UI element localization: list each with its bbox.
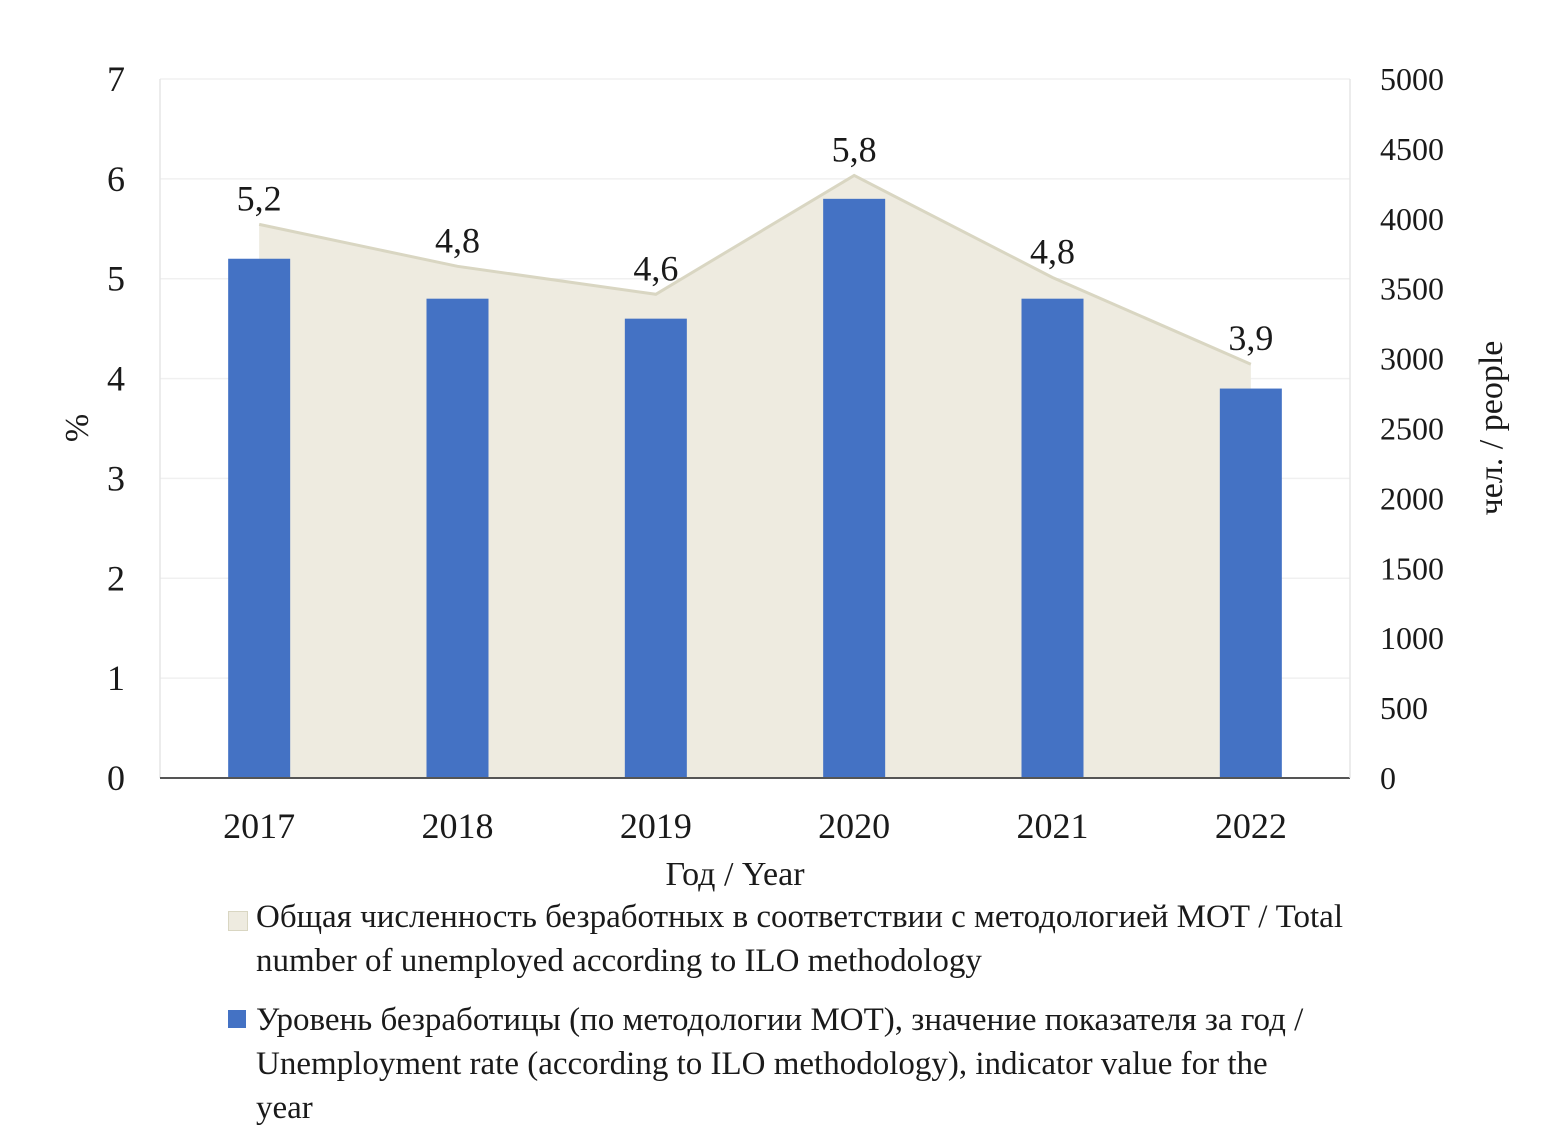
bar — [624, 318, 687, 778]
y2-tick-label: 4500 — [1380, 131, 1444, 167]
y-tick-label: 7 — [107, 59, 125, 99]
y2-tick-label: 4000 — [1380, 201, 1444, 237]
legend-swatch-bar — [228, 1010, 246, 1028]
data-label: 4,6 — [633, 248, 678, 288]
x-axis-title: Год / Year — [665, 856, 805, 893]
bar-series — [228, 198, 1282, 779]
y2-tick-label: 1500 — [1380, 550, 1444, 586]
y-tick-label: 6 — [107, 159, 125, 199]
bar — [228, 258, 291, 778]
axes — [159, 79, 1351, 779]
x-tick-label: 2019 — [620, 806, 692, 846]
left-axis-ticks: 0 1 2 3 4 5 6 7 — [107, 59, 125, 798]
data-label: 4,8 — [1030, 232, 1075, 272]
bar — [1219, 388, 1282, 778]
y-tick-label: 4 — [107, 359, 125, 399]
y2-tick-label: 2500 — [1380, 411, 1444, 447]
x-tick-label: 2022 — [1215, 806, 1287, 846]
x-tick-label: 2018 — [422, 806, 494, 846]
right-axis-ticks: 0 500 1000 1500 2000 2500 3000 3500 4000 4500 5000 — [1380, 61, 1444, 796]
y2-tick-label: 3500 — [1380, 271, 1444, 307]
y2-tick-label: 3000 — [1380, 341, 1444, 377]
area-series — [258, 173, 1252, 778]
y2-tick-label: 1000 — [1380, 620, 1444, 656]
data-label: 5,2 — [237, 178, 282, 218]
area-fill — [259, 175, 1251, 778]
legend-label-bar: Уровень безработицы (по методологии МОТ)… — [256, 1002, 1304, 1126]
x-tick-label: 2021 — [1017, 806, 1089, 846]
y-axis-title: % — [59, 414, 96, 442]
bar — [426, 298, 489, 778]
area-edge — [258, 173, 1252, 366]
y2-axis-title: чел. / people — [1473, 341, 1510, 516]
y-tick-label: 5 — [107, 259, 125, 299]
y2-tick-label: 2000 — [1380, 480, 1444, 516]
legend-label-area: Общая численность безработных в соответс… — [256, 899, 1344, 979]
y2-tick-label: 0 — [1380, 760, 1396, 796]
x-tick-label: 2020 — [818, 806, 890, 846]
data-labels: 5,2 4,8 4,6 5,8 4,8 3,9 — [237, 129, 1274, 358]
legend-swatch-area — [228, 911, 248, 931]
x-axis-ticks: 2017 2018 2019 2020 2021 2022 — [223, 806, 1287, 846]
y-tick-label: 0 — [107, 758, 125, 798]
y2-tick-label: 500 — [1380, 690, 1428, 726]
data-label: 4,8 — [435, 220, 480, 260]
y-tick-label: 1 — [107, 658, 125, 698]
y-tick-label: 2 — [107, 558, 125, 598]
y2-tick-label: 5000 — [1380, 61, 1444, 97]
bar — [1021, 298, 1084, 778]
data-label: 3,9 — [1228, 318, 1273, 358]
data-label: 5,8 — [832, 129, 877, 169]
x-tick-label: 2017 — [223, 806, 295, 846]
bar — [823, 198, 886, 779]
y-tick-label: 3 — [107, 458, 125, 498]
